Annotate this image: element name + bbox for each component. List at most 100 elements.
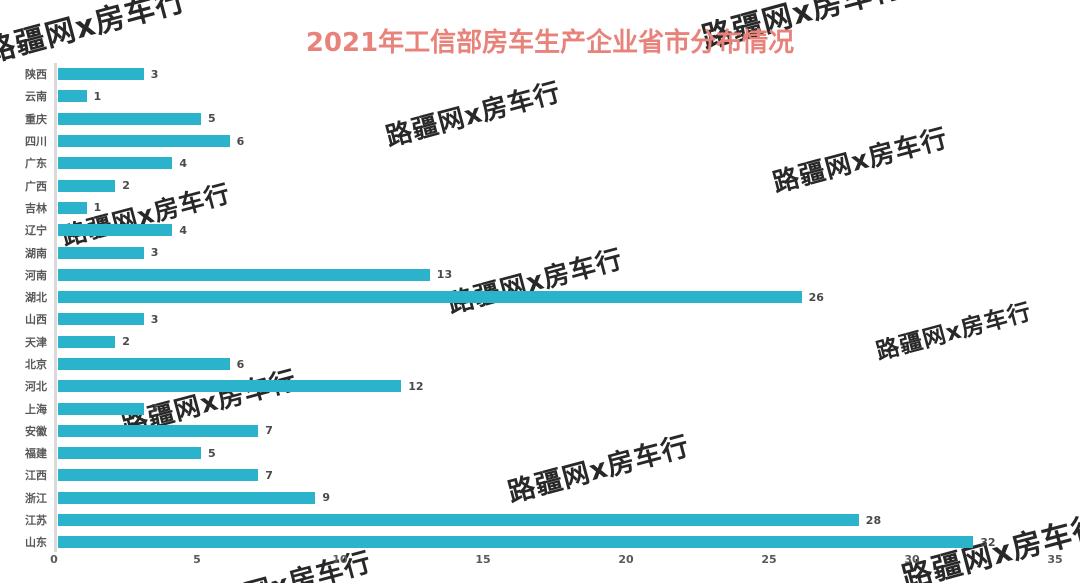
category-label: 福建 bbox=[25, 447, 47, 461]
category-label: 山东 bbox=[25, 536, 47, 550]
category-label: 湖北 bbox=[25, 291, 47, 305]
bar bbox=[58, 536, 974, 549]
value-label: 9 bbox=[322, 491, 331, 505]
bar-row: 湖南 3 bbox=[0, 241, 1080, 263]
bar bbox=[58, 514, 859, 527]
bar-row: 江西 7 bbox=[0, 464, 1080, 486]
bar-row: 北京 6 bbox=[0, 353, 1080, 375]
category-label: 江西 bbox=[25, 469, 47, 483]
bar-row: 山东 32 bbox=[0, 531, 1080, 553]
value-label: 4 bbox=[179, 223, 188, 237]
bar-row: 江苏 28 bbox=[0, 509, 1080, 531]
value-label: 3 bbox=[150, 402, 159, 416]
x-tick-label: 35 bbox=[1047, 553, 1063, 566]
bar bbox=[58, 90, 87, 103]
bar bbox=[58, 469, 259, 482]
y-axis-line bbox=[54, 63, 57, 552]
bar-row: 重庆 5 bbox=[0, 108, 1080, 130]
bar-row: 广东 4 bbox=[0, 152, 1080, 174]
category-label: 山西 bbox=[25, 313, 47, 327]
bar-row: 四川 6 bbox=[0, 130, 1080, 152]
x-tick-label: 30 bbox=[904, 553, 920, 566]
category-label: 广东 bbox=[25, 157, 47, 171]
bar-row: 辽宁 4 bbox=[0, 219, 1080, 241]
x-tick-label: 20 bbox=[618, 553, 634, 566]
bar-row: 陕西 3 bbox=[0, 63, 1080, 85]
category-label: 北京 bbox=[25, 358, 47, 371]
bar bbox=[58, 491, 316, 504]
value-label: 26 bbox=[808, 290, 824, 304]
category-label: 辽宁 bbox=[25, 224, 47, 238]
value-label: 3 bbox=[150, 246, 159, 260]
bar bbox=[58, 313, 144, 326]
value-label: 28 bbox=[865, 513, 882, 527]
category-label: 四川 bbox=[25, 135, 47, 149]
x-tick-label: 15 bbox=[475, 553, 491, 566]
chart-title: 2021年工信部房车生产企业省市分布情况 bbox=[305, 28, 795, 58]
value-label: 3 bbox=[150, 67, 159, 81]
bar-row: 山西 3 bbox=[0, 308, 1080, 330]
category-label: 云南 bbox=[25, 90, 47, 104]
watermark-text: 路疆网x房车行 bbox=[0, 0, 190, 71]
category-label: 天津 bbox=[25, 335, 47, 349]
value-label: 12 bbox=[408, 379, 424, 393]
value-label: 7 bbox=[265, 424, 273, 438]
value-label: 4 bbox=[179, 156, 188, 170]
bar bbox=[58, 424, 259, 437]
bar bbox=[58, 135, 230, 148]
value-label: 7 bbox=[265, 468, 273, 482]
value-label: 6 bbox=[236, 134, 245, 148]
bar-rows: 陕西 3 云南 1 重庆 5 四川 6 广东 4 广西 2 吉林 1 辽宁 4 湖南 3 河南 13 湖北 26 山西 3 天津… bbox=[0, 63, 1080, 554]
bar-row: 福建 5 bbox=[0, 442, 1080, 464]
bar-row: 湖北 26 bbox=[0, 286, 1080, 308]
category-label: 湖南 bbox=[25, 246, 47, 260]
category-label: 吉林 bbox=[25, 201, 47, 215]
bar bbox=[58, 224, 173, 237]
bar bbox=[58, 246, 144, 259]
bar bbox=[58, 291, 802, 304]
bar bbox=[58, 447, 201, 460]
x-tick-label: 25 bbox=[761, 553, 777, 566]
bar bbox=[58, 112, 201, 125]
bar-row: 河北 12 bbox=[0, 375, 1080, 397]
x-tick-label: 0 bbox=[50, 553, 58, 566]
bar-row: 安徽 7 bbox=[0, 420, 1080, 442]
bar bbox=[58, 201, 87, 214]
bar bbox=[58, 358, 230, 370]
bar-row: 天津 2 bbox=[0, 331, 1080, 353]
bar bbox=[58, 157, 173, 170]
value-label: 6 bbox=[236, 357, 245, 371]
bar bbox=[58, 402, 144, 415]
x-tick-label: 5 bbox=[193, 553, 201, 566]
value-label: 32 bbox=[980, 535, 996, 549]
bar bbox=[58, 179, 116, 192]
bar-row: 河南 13 bbox=[0, 264, 1080, 286]
bar-row: 吉林 1 bbox=[0, 197, 1080, 219]
value-label: 2 bbox=[122, 179, 130, 193]
x-axis-ticks: 0 5 10 15 20 25 30 35 bbox=[0, 553, 1080, 571]
category-label: 河南 bbox=[25, 268, 47, 282]
value-label: 2 bbox=[122, 335, 130, 349]
value-label: 1 bbox=[93, 89, 102, 103]
bar-row: 广西 2 bbox=[0, 174, 1080, 196]
bar-row: 上海 3 bbox=[0, 397, 1080, 419]
category-label: 河北 bbox=[25, 380, 47, 394]
bar-row: 浙江 9 bbox=[0, 487, 1080, 509]
bar bbox=[58, 68, 144, 81]
bar-row: 云南 1 bbox=[0, 85, 1080, 107]
value-label: 13 bbox=[436, 268, 453, 282]
value-label: 5 bbox=[208, 112, 216, 126]
value-label: 1 bbox=[93, 201, 102, 215]
value-label: 5 bbox=[208, 446, 216, 460]
category-label: 安徽 bbox=[25, 424, 47, 438]
bar bbox=[58, 335, 116, 348]
category-label: 江苏 bbox=[25, 514, 47, 528]
category-label: 广西 bbox=[25, 179, 47, 193]
category-label: 重庆 bbox=[25, 112, 47, 126]
bar bbox=[58, 268, 430, 281]
bar bbox=[58, 380, 402, 393]
category-label: 上海 bbox=[25, 402, 47, 416]
category-label: 浙江 bbox=[25, 491, 47, 505]
value-label: 3 bbox=[150, 312, 159, 326]
